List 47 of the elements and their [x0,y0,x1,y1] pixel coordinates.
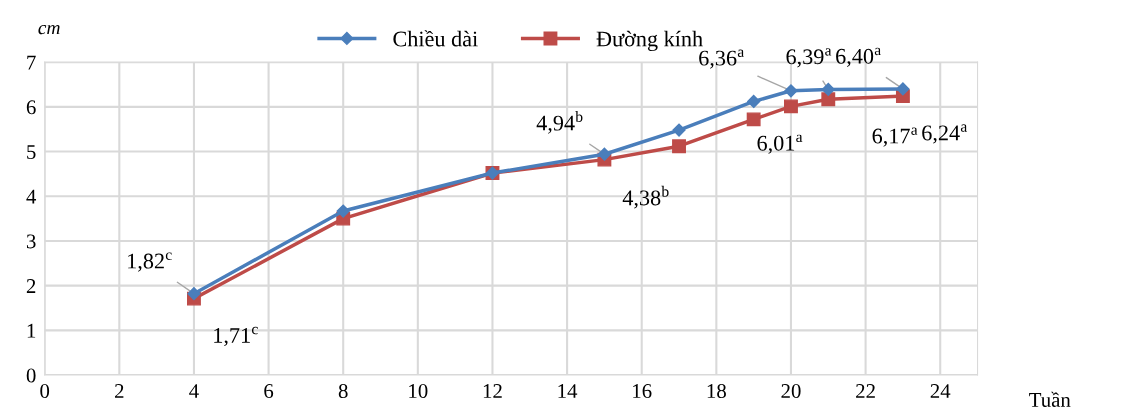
annotation: 4,94$^{b}$ [536,111,583,134]
point [746,112,761,127]
x-tick-label: 6 [264,384,274,399]
y-tick-label: 1 [27,323,36,338]
annotation: 6,01$^{a}$ [757,134,803,154]
y-axis-title: cm [38,24,60,35]
x-tick-label: 16 [633,384,652,399]
annotation: 1,71$^{c}$ [214,326,258,347]
x-tick-label: 12 [483,384,502,398]
y-tick-label: 4 [26,189,37,204]
point [821,82,835,97]
annotation: 6,40$^{a}$ [836,47,881,67]
y-tick-label: 6 [26,100,36,115]
point [896,82,910,96]
legend-label: Đường kính [596,30,703,52]
legend-label: Chiều dài [393,30,478,47]
point [784,99,798,114]
annotation: 6,36$^{a}$ [699,49,744,69]
y-tick-label: 3 [26,234,36,249]
y-tick-label: 5 [27,145,36,159]
x-tick-label: 4 [189,384,199,398]
point [747,94,761,109]
x-tick-label: 10 [409,384,428,399]
x-tick-label: 2 [115,384,124,398]
y-tick-label: 7 [27,55,36,70]
point [187,287,201,301]
x-tick-label: 0 [40,384,50,399]
x-tick-label: 22 [856,384,875,398]
x-tick-label: 20 [781,384,801,399]
annotation: 6,24$^{a}$ [922,124,968,144]
y-tick-label: 2 [26,279,36,293]
annotation: 6,17$^{a}$ [872,127,918,147]
point [672,139,686,154]
x-tick-label: 14 [558,384,578,398]
x-axis-title: Tuần [1029,391,1071,407]
x-tick-label: 8 [338,384,348,399]
annotation: 4,38$^{b}$ [622,185,669,209]
annotation: 6,39$^{a}$ [786,48,832,68]
x-tick-label: 18 [707,384,726,399]
annotation: 1,82$^{c}$ [128,252,172,272]
point [597,147,611,161]
x-tick-label: 24 [930,384,951,398]
point [784,84,798,98]
point [821,92,836,107]
y-tick-label: 0 [26,368,36,383]
point [336,204,350,218]
point [672,123,686,137]
